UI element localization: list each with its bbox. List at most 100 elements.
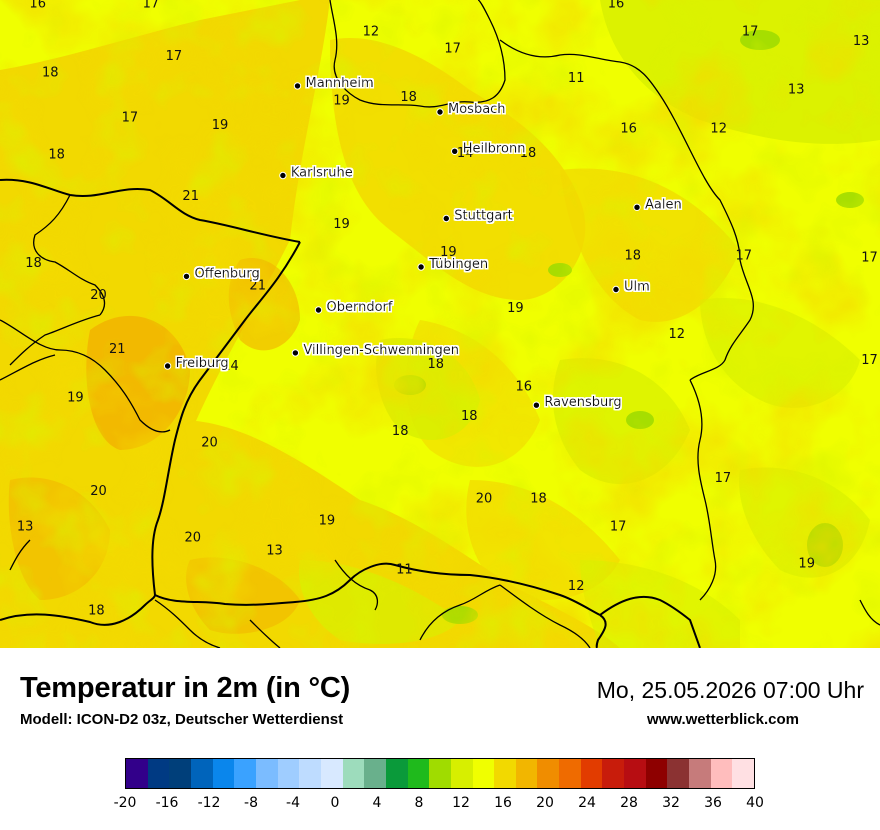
footer: [0, 648, 880, 830]
city-marker[interactable]: Villingen-Schwenningen: [291, 343, 459, 358]
city-marker[interactable]: Stuttgart: [442, 209, 513, 224]
temperature-value: 12: [568, 579, 585, 594]
temperature-value: 12: [710, 122, 727, 137]
legend-tick-label: 4: [372, 795, 382, 811]
city-label: Mannheim: [306, 76, 374, 91]
state-borders: [0, 0, 880, 648]
legend-tick-label: 40: [746, 795, 764, 811]
temperature-value: 17: [444, 41, 461, 56]
legend-swatch: [602, 759, 625, 788]
legend-swatch: [126, 759, 148, 788]
legend-swatch: [234, 759, 256, 788]
legend-swatch: [255, 759, 278, 788]
legend-swatch: [494, 759, 516, 788]
legend-swatch: [429, 759, 451, 788]
temperature-value: 20: [476, 491, 493, 506]
temperature-value: 21: [109, 342, 126, 357]
temperature-value: 13: [17, 519, 34, 534]
temperature-value: 18: [520, 146, 537, 161]
temperature-value: 19: [333, 217, 350, 232]
city-label: Freiburg: [176, 356, 229, 371]
temperature-value: 19: [798, 557, 815, 572]
city-label: Mosbach: [448, 102, 506, 117]
city-marker[interactable]: Aalen: [633, 197, 682, 212]
legend-swatch: [190, 759, 213, 788]
temperature-value: 11: [568, 71, 585, 86]
city-marker[interactable]: Oberndorf: [314, 300, 393, 315]
temperature-value: 17: [736, 249, 753, 264]
temperature-value: 14: [222, 359, 239, 374]
city-marker[interactable]: Offenburg: [182, 266, 260, 281]
temperature-value: 12: [363, 25, 380, 40]
legend-tick-label: -12: [197, 795, 221, 811]
city-marker[interactable]: Heilbronn: [451, 141, 526, 156]
map-title: Temperatur in 2m (in °C): [20, 672, 351, 704]
temperature-value: 17: [742, 25, 759, 40]
city-dot: [314, 306, 323, 314]
city-dot: [532, 401, 541, 409]
legend-tick-label: -16: [155, 795, 179, 811]
country-borders: [0, 178, 701, 648]
city-marker[interactable]: Ravensburg: [532, 395, 622, 410]
legend-swatch: [559, 759, 581, 788]
city-marker[interactable]: Tübingen: [417, 257, 488, 272]
legend-swatch: [472, 759, 495, 788]
temperature-value: 16: [29, 0, 46, 12]
city-label: Karlsruhe: [291, 166, 353, 181]
legend-tick-label: 8: [414, 795, 424, 811]
city-marker[interactable]: Freiburg: [163, 356, 229, 371]
temperature-value: 18: [400, 90, 417, 105]
temperature-value: 19: [440, 245, 457, 260]
city-dot: [291, 349, 300, 357]
model-subtitle: Modell: ICON-D2 03z, Deutscher Wetterdie…: [20, 711, 344, 728]
city-label: Offenburg: [195, 266, 260, 281]
legend-swatch: [169, 759, 191, 788]
city-dot: [612, 285, 620, 294]
city-dot: [279, 171, 287, 180]
legend-swatch: [624, 759, 646, 788]
legend-swatch: [732, 759, 755, 788]
legend-tick-label: 32: [662, 795, 680, 811]
temperature-value: 13: [853, 34, 870, 49]
temperature-value: 14: [457, 146, 474, 161]
temperature-value: 20: [90, 484, 107, 499]
temperature-value: 19: [319, 514, 336, 529]
legend-swatch: [364, 759, 386, 788]
city-dot: [442, 214, 450, 223]
temperature-value: 18: [625, 249, 642, 264]
legend-tick-label: 36: [704, 795, 722, 811]
temperature-value: 13: [788, 82, 805, 97]
legend-tick-label: 16: [494, 795, 512, 811]
temperature-value: 17: [166, 49, 183, 64]
legend-swatch: [580, 759, 603, 788]
legend-swatch: [515, 759, 538, 788]
temperature-map[interactable]: 16 17 16 12 17 13 17 17 18 11 13 19 18 17 19 16 12 18 14 18…: [0, 0, 880, 648]
legend-tick-label: -4: [286, 795, 300, 811]
legend-swatch: [667, 759, 690, 788]
temperature-value: 20: [185, 531, 202, 546]
city-dot: [182, 272, 191, 281]
city-marker[interactable]: Ulm: [612, 280, 650, 295]
temperature-value: 18: [428, 357, 445, 372]
city-marker[interactable]: Mosbach: [436, 102, 506, 117]
texture-cool: [0, 0, 880, 648]
legend-tick-label: -20: [113, 795, 137, 811]
city-label: Oberndorf: [327, 300, 393, 315]
color-legend: [125, 758, 755, 789]
city-dot: [417, 263, 425, 271]
legend-swatch: [320, 759, 343, 788]
legend-swatch: [385, 759, 408, 788]
temperature-value: 16: [516, 379, 533, 394]
city-marker[interactable]: Karlsruhe: [279, 166, 353, 181]
city-label: Heilbronn: [463, 141, 526, 156]
temperature-value: 18: [48, 148, 65, 163]
legend-swatch: [689, 759, 711, 788]
city-dot: [633, 203, 641, 212]
website-link[interactable]: www.wetterblick.com: [647, 711, 799, 728]
temperature-value: 19: [212, 118, 229, 133]
temperature-value: 18: [461, 409, 478, 424]
temperature-value: 17: [861, 250, 878, 265]
legend-swatch: [450, 759, 473, 788]
temperature-value: 17: [715, 471, 732, 486]
city-marker[interactable]: Mannheim: [293, 76, 374, 91]
